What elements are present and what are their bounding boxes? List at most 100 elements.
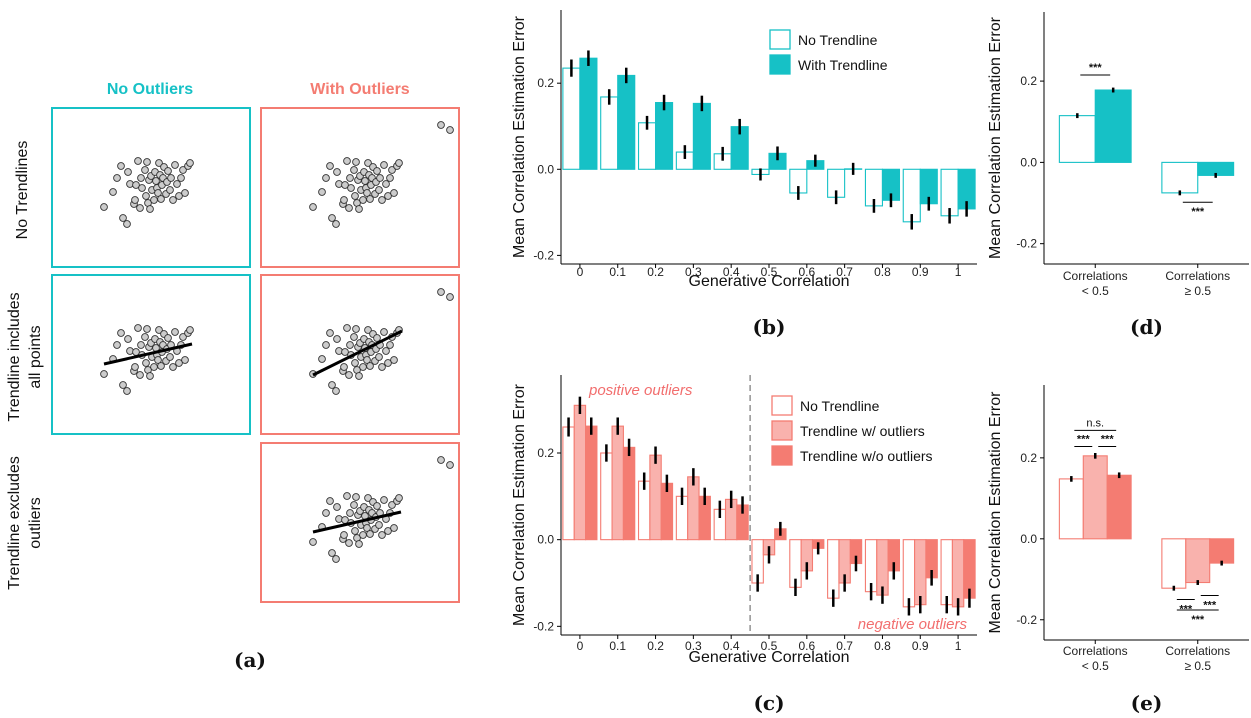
scatter-point: [366, 195, 374, 203]
scatter-point: [346, 174, 354, 182]
trendline: [312, 329, 403, 377]
scatter-point: [181, 189, 189, 197]
scatter-point: [124, 168, 132, 176]
x-tick-label: Correlations: [1165, 269, 1230, 283]
scatter-point: [328, 214, 336, 222]
caption-d: (d): [1130, 315, 1163, 339]
scatter-point: [378, 196, 386, 204]
scatter-point: [347, 184, 355, 192]
scatter-point: [375, 186, 383, 194]
x-tick-label: 0.6: [798, 265, 815, 279]
scatter-point: [136, 371, 144, 379]
y-tick-label: 0.0: [537, 162, 554, 176]
bar-with-trendline: [654, 102, 674, 170]
scatter-point: [134, 324, 142, 332]
legend-label: With Trendline: [798, 57, 888, 73]
scatter-points: [100, 121, 454, 563]
x-tick-label: 0.2: [647, 265, 664, 279]
y-tick-label: 0.2: [537, 446, 554, 460]
scatter-point: [350, 333, 358, 341]
annotation: positive outliers: [588, 382, 693, 399]
scatter-point: [380, 496, 388, 504]
svg-text:Trendline includes: Trendline includes: [6, 292, 23, 421]
scatter-point: [142, 359, 150, 367]
bar-trendline-w-outliers: [573, 404, 587, 541]
caption-b: (b): [753, 315, 786, 339]
scatter-point: [141, 333, 149, 341]
bar-trendline-w-outliers: [914, 539, 927, 606]
scatter-point: [332, 387, 340, 395]
scatter-point: [138, 184, 146, 192]
scatter-point: [373, 334, 381, 342]
x-tick-label: 0.4: [723, 265, 740, 279]
scatter-point: [352, 325, 360, 333]
scatter-point: [380, 161, 388, 169]
bar-trendline-w-outliers: [687, 476, 700, 541]
scatter-box-with-outliers-no-trend: [260, 107, 460, 268]
panel-d: -0.2 0.0 0.2 Mean Correlation Estimation Er…: [987, 12, 1249, 339]
caption-e: (e): [1131, 691, 1163, 715]
y-tick-label: 0.0: [537, 533, 554, 547]
svg-text:all points: all points: [27, 325, 44, 388]
scatter-point: [123, 220, 131, 228]
scatter-point: [380, 328, 388, 336]
scatter-point: [395, 159, 403, 167]
x-tick-label: ≥ 0.5: [1184, 659, 1211, 673]
x-tick-label: ≥ 0.5: [1184, 284, 1211, 298]
scatter-point: [364, 326, 372, 334]
bar-no-trendline: [1058, 115, 1096, 163]
scatter-point: [164, 334, 172, 342]
legend-swatch: [771, 445, 793, 466]
sig-label: n.s.: [1086, 417, 1104, 429]
outlier-point: [446, 293, 454, 301]
scatter-point: [326, 162, 334, 170]
scatter-point: [177, 174, 185, 182]
scatter-point: [328, 381, 336, 389]
x-tick-label: 0.9: [912, 265, 929, 279]
x-axis-label: Generative Correlation: [689, 649, 850, 666]
scatter-point: [340, 531, 348, 539]
scatter-point: [359, 196, 367, 204]
scatter-point: [390, 524, 398, 532]
y-tick-label: -0.2: [1016, 237, 1037, 251]
scatter-point: [378, 363, 386, 371]
scatter-point: [386, 174, 394, 182]
x-tick-label: 0.4: [723, 639, 740, 653]
scatter-point: [346, 341, 354, 349]
scatter-point: [388, 166, 396, 174]
scatter-point: [167, 174, 175, 182]
scatter-point: [378, 531, 386, 539]
legend-swatch: [771, 420, 793, 441]
y-axis-label: Mean Correlation Estimation Error: [511, 15, 528, 258]
bar-trendline-w-o-outliers: [585, 425, 598, 541]
scatter-point: [341, 348, 349, 356]
sig-label: ***: [1179, 604, 1193, 616]
svg-text:outliers: outliers: [27, 497, 44, 549]
scatter-point: [309, 538, 317, 546]
scatter-point: [166, 353, 174, 361]
scatter-point: [137, 174, 145, 182]
bar-no-trendline: [1161, 161, 1199, 194]
svg-text:No Trendlines: No Trendlines: [14, 141, 31, 240]
scatter-point: [150, 363, 158, 371]
bar-with-trendline: [579, 57, 598, 170]
scatter-point: [333, 335, 341, 343]
svg-text:Trendline excludes: Trendline excludes: [6, 456, 23, 590]
scatter-point: [332, 220, 340, 228]
scatter-point: [123, 387, 131, 395]
scatter-point: [119, 381, 127, 389]
bar-no-trendline: [940, 539, 953, 606]
scatter-point: [117, 162, 125, 170]
trendline: [312, 510, 402, 534]
legend-swatch: [769, 54, 791, 75]
scatter-point: [384, 192, 392, 200]
x-axis-label: Generative Correlation: [689, 273, 850, 290]
scatter-point: [351, 527, 359, 535]
scatter-point: [361, 177, 369, 185]
scatter-point: [169, 363, 177, 371]
x-tick-label: 0.7: [836, 639, 853, 653]
outlier-point: [446, 461, 454, 469]
outlier-point: [437, 121, 445, 129]
col-header-no-outliers: No Outliers: [107, 81, 193, 98]
